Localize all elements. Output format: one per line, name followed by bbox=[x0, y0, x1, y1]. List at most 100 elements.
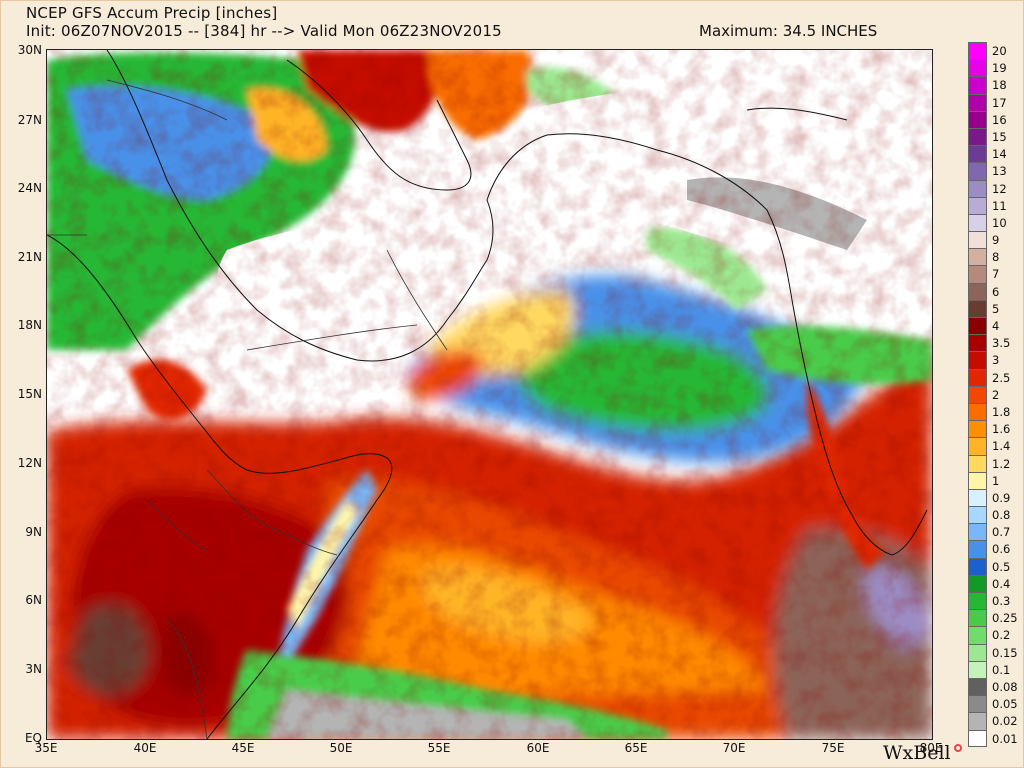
legend-label: 20 bbox=[992, 44, 1007, 58]
map-title: NCEP GFS Accum Precip [inches] bbox=[26, 4, 278, 22]
legend-label: 5 bbox=[992, 301, 1000, 316]
legend-item: 8 bbox=[968, 248, 1018, 266]
legend-label: 0.6 bbox=[992, 542, 1011, 557]
legend-item: 1.4 bbox=[968, 437, 1018, 455]
legend-label: 1.6 bbox=[992, 422, 1011, 437]
legend-swatch bbox=[968, 317, 987, 335]
lon-label: 60E bbox=[526, 741, 550, 755]
legend-swatch bbox=[968, 42, 987, 60]
legend-label: 1.8 bbox=[992, 404, 1011, 419]
legend-label: 9 bbox=[992, 233, 1000, 248]
legend-label: 12 bbox=[992, 181, 1007, 196]
legend-item: 0.7 bbox=[968, 523, 1018, 541]
legend-label: 0.08 bbox=[992, 679, 1018, 694]
legend-label: 0.25 bbox=[992, 611, 1018, 626]
lon-label: 65E bbox=[624, 741, 648, 755]
lon-label: 70E bbox=[722, 741, 746, 755]
legend-label: 1.4 bbox=[992, 439, 1011, 454]
legend-item: 10 bbox=[968, 213, 1018, 232]
legend-label: 0.3 bbox=[992, 594, 1011, 608]
legend-swatch bbox=[968, 712, 987, 730]
legend-label: 0.8 bbox=[992, 508, 1011, 523]
legend-label: 13 bbox=[992, 164, 1007, 179]
legend-swatch bbox=[968, 695, 987, 713]
legend-item: 4 bbox=[968, 317, 1018, 335]
legend-label: 1 bbox=[992, 473, 1000, 488]
lon-label: 35E bbox=[34, 741, 58, 755]
legend-item: 18 bbox=[968, 76, 1018, 94]
legend-swatch bbox=[968, 729, 987, 747]
legend-label: 0.2 bbox=[992, 628, 1011, 643]
legend-swatch bbox=[968, 471, 987, 489]
legend-item: 1 bbox=[968, 471, 1018, 489]
legend-item: 17 bbox=[968, 93, 1018, 111]
legend-item: 1.2 bbox=[968, 454, 1018, 472]
lat-label: 12N bbox=[17, 456, 42, 470]
legend-item: 2.5 bbox=[968, 368, 1018, 386]
legend-swatch bbox=[968, 557, 987, 575]
legend-item: 2 bbox=[968, 385, 1018, 403]
legend-item: 0.05 bbox=[968, 695, 1018, 713]
legend-item: 1.6 bbox=[968, 420, 1018, 438]
legend-label: 18 bbox=[992, 78, 1007, 93]
legend-swatch bbox=[968, 231, 987, 249]
legend-item: 7 bbox=[968, 265, 1018, 283]
legend-swatch bbox=[968, 402, 987, 421]
lon-label: 50E bbox=[329, 741, 353, 755]
legend-swatch bbox=[968, 677, 987, 696]
legend-label: 8 bbox=[992, 250, 1000, 265]
legend-item: 0.6 bbox=[968, 540, 1018, 558]
legend-swatch bbox=[968, 299, 987, 317]
legend-swatch bbox=[968, 660, 987, 678]
run-info: Init: 06Z07NOV2015 -- [384] hr --> Valid… bbox=[26, 22, 502, 40]
legend-item: 3.5 bbox=[968, 334, 1018, 352]
legend-swatch bbox=[968, 265, 987, 283]
legend-swatch bbox=[968, 592, 987, 610]
color-legend: 20 19 18 17 16 15 14 13 12 11 10 9 8 7 6 5 4 3.5 3 2.5 2 1.8 1… bbox=[968, 42, 1018, 747]
legend-item: 20 bbox=[968, 42, 1018, 60]
lat-label: 9N bbox=[25, 525, 42, 539]
legend-swatch bbox=[968, 626, 987, 644]
legend-item: 0.4 bbox=[968, 574, 1018, 592]
legend-label: 16 bbox=[992, 112, 1007, 127]
legend-swatch bbox=[968, 523, 987, 541]
legend-swatch bbox=[968, 59, 987, 77]
legend-label: 19 bbox=[992, 61, 1007, 76]
legend-item: 9 bbox=[968, 231, 1018, 249]
legend-item: 0.1 bbox=[968, 660, 1018, 678]
legend-item: 14 bbox=[968, 145, 1018, 163]
legend-swatch bbox=[968, 574, 987, 592]
legend-swatch bbox=[968, 196, 987, 214]
legend-item: 0.9 bbox=[968, 488, 1018, 507]
legend-label: 0.9 bbox=[992, 490, 1011, 505]
legend-swatch bbox=[968, 76, 987, 94]
precip-map bbox=[46, 49, 933, 740]
legend-swatch bbox=[968, 540, 987, 558]
legend-swatch bbox=[968, 506, 987, 524]
legend-label: 0.5 bbox=[992, 559, 1011, 574]
legend-swatch bbox=[968, 162, 987, 180]
legend-item: 13 bbox=[968, 162, 1018, 180]
maximum-value: Maximum: 34.5 INCHES bbox=[699, 22, 878, 40]
legend-label: 0.05 bbox=[992, 697, 1018, 712]
lat-label: 21N bbox=[17, 250, 42, 264]
borders bbox=[47, 79, 448, 739]
legend-swatch bbox=[968, 437, 987, 455]
legend-swatch bbox=[968, 248, 987, 266]
legend-label: 4 bbox=[992, 319, 1000, 333]
legend-label: 3 bbox=[992, 353, 1000, 368]
legend-swatch bbox=[968, 368, 987, 386]
legend-swatch bbox=[968, 334, 987, 352]
legend-label: 15 bbox=[992, 129, 1007, 144]
legend-item: 0.2 bbox=[968, 626, 1018, 644]
legend-item: 0.8 bbox=[968, 506, 1018, 524]
legend-label: 11 bbox=[992, 198, 1007, 213]
lat-label: 24N bbox=[17, 181, 42, 195]
lat-label: 30N bbox=[17, 43, 42, 57]
legend-label: 14 bbox=[992, 147, 1007, 162]
legend-label: 7 bbox=[992, 267, 1000, 282]
legend-item: 0.08 bbox=[968, 677, 1018, 696]
legend-label: 6 bbox=[992, 284, 1000, 299]
legend-label: 0.01 bbox=[992, 731, 1018, 746]
wxbell-logo: WxBell bbox=[883, 742, 951, 764]
